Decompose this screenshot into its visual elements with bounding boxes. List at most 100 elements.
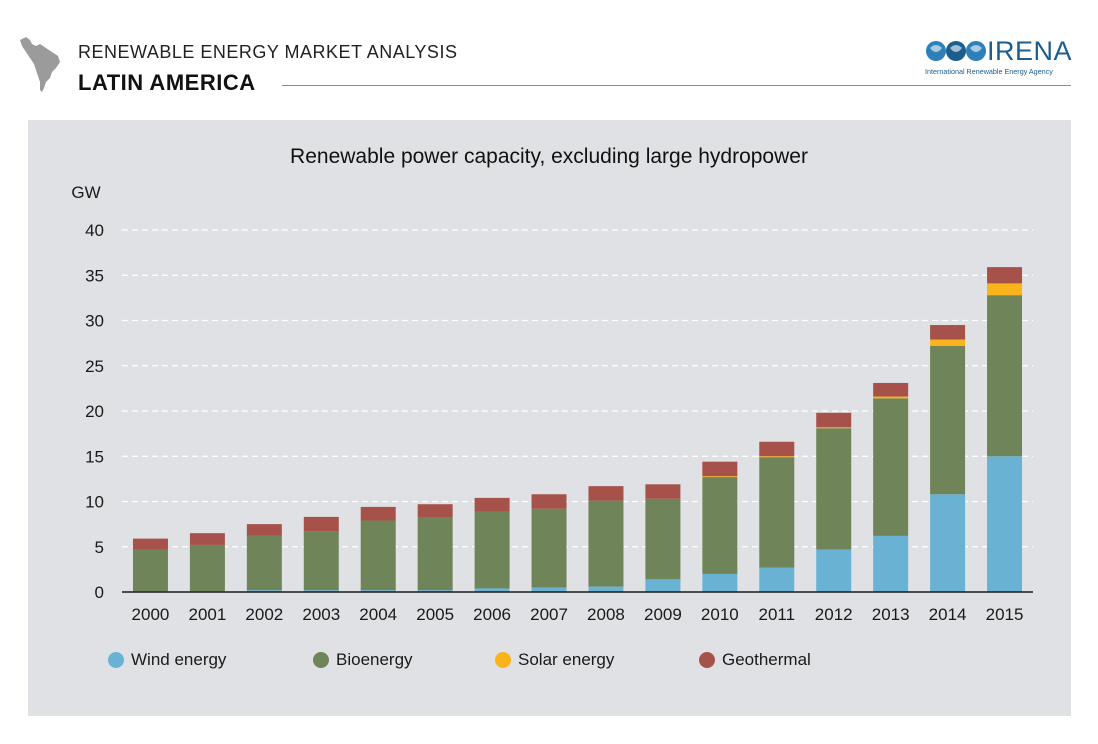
legend-swatch xyxy=(313,652,329,668)
bar-bioenergy-2008 xyxy=(588,500,624,587)
legend-item-bioenergy: Bioenergy xyxy=(313,650,413,670)
bar-solar-energy-2014 xyxy=(930,339,966,346)
bar-bioenergy-2000 xyxy=(132,549,168,592)
x-tick-label: 2000 xyxy=(132,605,170,624)
bar-solar-energy-2015 xyxy=(987,283,1023,296)
legend-swatch xyxy=(108,652,124,668)
legend-item-geothermal: Geothermal xyxy=(699,650,811,670)
bar-geothermal-2006 xyxy=(474,497,510,512)
bar-wind-energy-2013 xyxy=(873,535,909,592)
legend-label: Bioenergy xyxy=(336,650,413,669)
bar-wind-energy-2003 xyxy=(303,590,339,592)
y-tick-label: 35 xyxy=(85,266,104,285)
x-tick-label: 2015 xyxy=(986,605,1024,624)
y-tick-label: 25 xyxy=(85,357,104,376)
bar-geothermal-2005 xyxy=(417,504,453,518)
bar-bioenergy-2013 xyxy=(873,398,909,536)
x-tick-label: 2006 xyxy=(473,605,511,624)
bar-bioenergy-2014 xyxy=(930,345,966,495)
x-tick-label: 2014 xyxy=(929,605,967,624)
bar-wind-energy-2014 xyxy=(930,494,966,592)
bar-bioenergy-2011 xyxy=(759,457,795,568)
y-tick-label: 10 xyxy=(85,493,104,512)
bar-wind-energy-2010 xyxy=(702,573,738,592)
x-tick-label: 2010 xyxy=(701,605,739,624)
latin-america-map-icon xyxy=(20,37,60,92)
x-tick-label: 2007 xyxy=(530,605,568,624)
y-axis-label: GW xyxy=(71,183,100,202)
header-divider xyxy=(282,85,1071,86)
bar-wind-energy-2005 xyxy=(417,590,453,592)
x-tick-label: 2009 xyxy=(644,605,682,624)
bar-bioenergy-2003 xyxy=(303,531,339,591)
legend-item-solar-energy: Solar energy xyxy=(495,650,614,670)
x-tick-label: 2002 xyxy=(245,605,283,624)
bar-geothermal-2000 xyxy=(132,538,168,550)
bar-geothermal-2009 xyxy=(645,484,681,499)
y-tick-label: 40 xyxy=(85,221,104,240)
bar-geothermal-2011 xyxy=(759,441,795,457)
bar-bioenergy-2004 xyxy=(360,520,396,591)
irena-logo-icon xyxy=(926,41,986,61)
x-tick-label: 2008 xyxy=(587,605,625,624)
bar-bioenergy-2002 xyxy=(246,535,282,591)
bar-wind-energy-2011 xyxy=(759,567,795,592)
bar-wind-energy-2012 xyxy=(816,549,852,592)
legend-label: Wind energy xyxy=(131,650,227,669)
bar-geothermal-2001 xyxy=(189,533,225,545)
legend-swatch xyxy=(495,652,511,668)
bar-geothermal-2004 xyxy=(360,506,396,521)
bar-solar-energy-2011 xyxy=(759,456,795,458)
irena-logo-text: IRENA xyxy=(987,36,1073,66)
bar-wind-energy-2015 xyxy=(987,456,1023,592)
x-tick-label: 2004 xyxy=(359,605,397,624)
bar-bioenergy-2009 xyxy=(645,498,681,580)
legend-label: Geothermal xyxy=(722,650,811,669)
bar-bioenergy-2005 xyxy=(417,517,453,591)
legend-item-wind-energy: Wind energy xyxy=(108,650,226,670)
bar-bioenergy-2010 xyxy=(702,477,738,574)
x-tick-label: 2012 xyxy=(815,605,853,624)
x-tick-label: 2013 xyxy=(872,605,910,624)
y-tick-label: 20 xyxy=(85,402,104,421)
x-tick-label: 2005 xyxy=(416,605,454,624)
bar-bioenergy-2006 xyxy=(474,511,510,589)
bar-bioenergy-2015 xyxy=(987,295,1023,457)
bar-geothermal-2003 xyxy=(303,516,339,532)
x-tick-label: 2001 xyxy=(188,605,226,624)
legend-label: Solar energy xyxy=(518,650,615,669)
bar-geothermal-2007 xyxy=(531,494,567,509)
y-tick-label: 30 xyxy=(85,312,104,331)
bar-geothermal-2012 xyxy=(816,412,852,428)
irena-logo-subtitle: International Renewable Energy Agency xyxy=(925,67,1053,76)
bar-solar-energy-2010 xyxy=(702,476,738,478)
bar-bioenergy-2012 xyxy=(816,428,852,550)
report-series-title: RENEWABLE ENERGY MARKET ANALYSIS xyxy=(78,42,458,62)
chart-title: Renewable power capacity, excluding larg… xyxy=(290,145,808,168)
bar-geothermal-2014 xyxy=(930,325,966,340)
bar-solar-energy-2012 xyxy=(816,427,852,429)
region-title: LATIN AMERICA xyxy=(78,70,256,95)
bar-bioenergy-2007 xyxy=(531,508,567,588)
bar-geothermal-2015 xyxy=(987,267,1023,284)
legend-swatch xyxy=(699,652,715,668)
bar-geothermal-2010 xyxy=(702,461,738,477)
bar-geothermal-2013 xyxy=(873,382,909,397)
bar-geothermal-2002 xyxy=(246,524,282,536)
bar-geothermal-2008 xyxy=(588,486,624,501)
bar-bioenergy-2001 xyxy=(189,544,225,592)
x-tick-label: 2011 xyxy=(759,605,796,624)
bar-solar-energy-2013 xyxy=(873,396,909,399)
chart-legend: Wind energy Bioenergy Solar energy Geotherm… xyxy=(0,650,1098,674)
y-tick-label: 5 xyxy=(95,538,104,557)
x-tick-label: 2003 xyxy=(302,605,340,624)
bar-wind-energy-2004 xyxy=(360,590,396,592)
y-tick-label: 15 xyxy=(85,447,104,466)
bar-wind-energy-2007 xyxy=(531,587,567,592)
bar-wind-energy-2006 xyxy=(474,588,510,592)
y-tick-label: 0 xyxy=(95,583,104,602)
bar-wind-energy-2008 xyxy=(588,586,624,592)
bar-wind-energy-2009 xyxy=(645,579,681,592)
bar-wind-energy-2002 xyxy=(246,590,282,592)
